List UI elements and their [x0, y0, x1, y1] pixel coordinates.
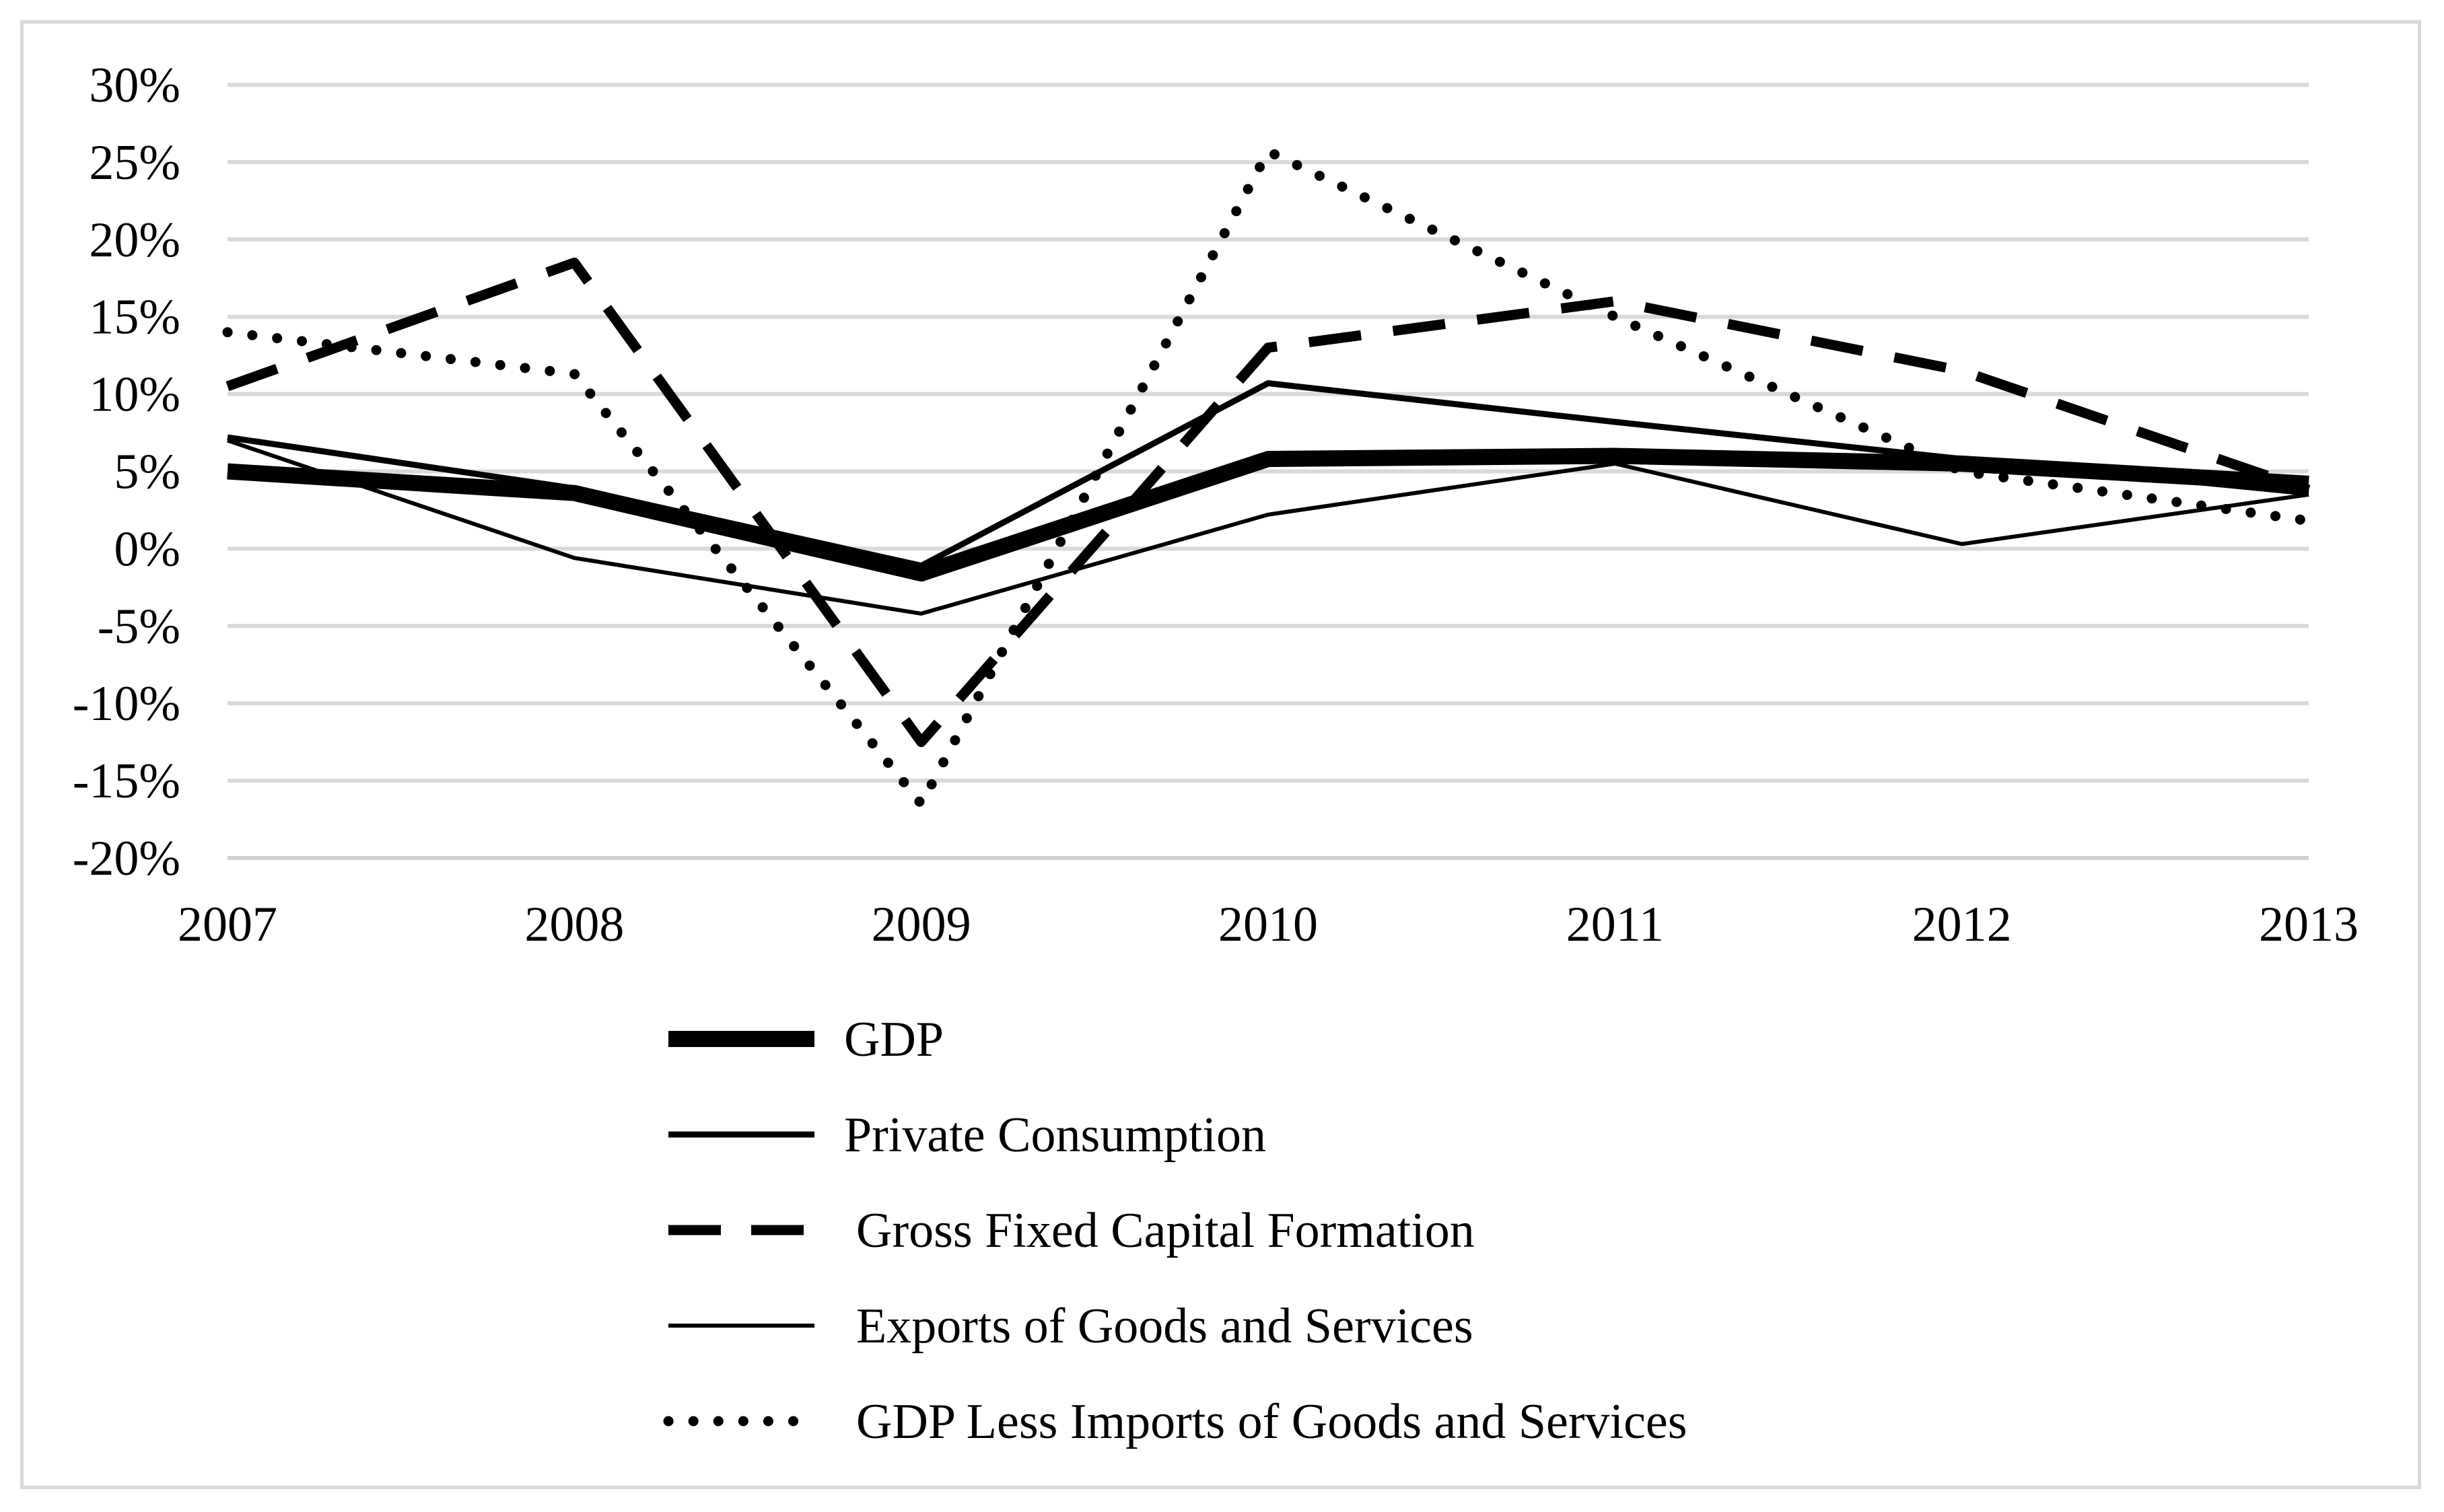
series-lines [222, 146, 2314, 809]
legend-label-gross-fixed-capital-formation: Gross Fixed Capital Formation [856, 1203, 1475, 1258]
x-axis-tick-labels: 2007 2008 2009 2010 2011 2012 2013 [178, 897, 2359, 952]
y-tick-label: 10% [89, 367, 180, 423]
y-tick-label: -20% [73, 831, 180, 886]
x-tick-label: 2011 [1566, 897, 1664, 952]
legend-label-private-consumption: Private Consumption [844, 1108, 1266, 1163]
series-line-gdp [227, 447, 2309, 582]
x-tick-label: 2013 [2259, 897, 2359, 952]
series-line-gdp-less-imports-of-goods-and-services [222, 146, 2314, 809]
y-tick-label: 20% [89, 213, 180, 268]
y-tick-label: -10% [73, 676, 180, 731]
x-tick-label: 2007 [178, 897, 277, 952]
x-tick-label: 2012 [1912, 897, 2012, 952]
y-axis-tick-labels: 30% 25% 20% 15% 10% 5% 0% -5% -10% -15% -20% [73, 58, 180, 886]
y-tick-label: 30% [89, 58, 180, 113]
x-tick-label: 2009 [872, 897, 971, 952]
chart-frame [20, 20, 2421, 1489]
series-line-exports-of-goods-and-services [227, 438, 2309, 616]
legend-label-exports-of-goods-and-services: Exports of Goods and Services [856, 1299, 1473, 1354]
series-line-gross-fixed-capital-formation [225, 257, 2311, 748]
legend-label-gdp: GDP [844, 1012, 944, 1067]
y-tick-label: 25% [89, 135, 180, 190]
x-tick-label: 2008 [524, 897, 624, 952]
y-tick-label: 0% [114, 521, 180, 577]
legend-label-gdp-less-imports-of-goods-and-services: GDP Less Imports of Goods and Services [856, 1394, 1687, 1449]
y-tick-label: -5% [98, 599, 180, 654]
y-tick-label: 15% [89, 290, 180, 345]
y-tick-label: 5% [114, 445, 180, 500]
x-tick-label: 2010 [1218, 897, 1318, 952]
legend: GDP Private Consumption Gross Fixed Capita… [663, 1012, 1687, 1449]
y-tick-label: -15% [73, 754, 180, 809]
